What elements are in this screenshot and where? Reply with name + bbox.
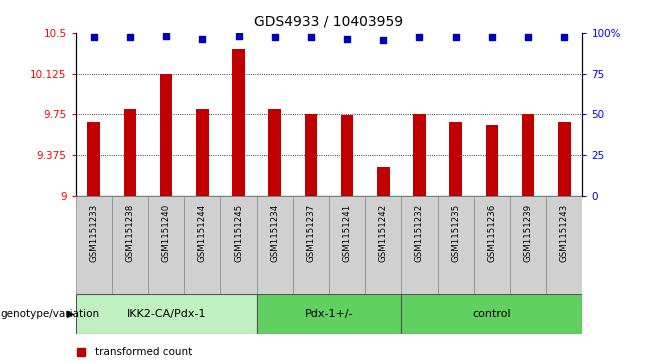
Bar — [257, 196, 293, 294]
Text: control: control — [472, 309, 511, 319]
Text: GSM1151234: GSM1151234 — [270, 204, 279, 262]
Point — [124, 34, 136, 40]
Bar — [148, 196, 184, 294]
Bar — [112, 196, 148, 294]
Text: GSM1151238: GSM1151238 — [126, 204, 134, 262]
Bar — [401, 196, 438, 294]
Bar — [305, 114, 317, 196]
Bar — [293, 196, 329, 294]
Bar — [220, 196, 257, 294]
Text: GSM1151237: GSM1151237 — [307, 204, 315, 262]
Text: GSM1151245: GSM1151245 — [234, 204, 243, 262]
Text: GSM1151236: GSM1151236 — [488, 204, 496, 262]
Point — [270, 34, 280, 40]
Point — [486, 34, 497, 40]
Point — [197, 36, 207, 42]
Text: GSM1151240: GSM1151240 — [162, 204, 170, 262]
Bar — [160, 73, 172, 196]
Point — [342, 36, 353, 42]
Point — [415, 34, 425, 40]
Bar — [124, 109, 136, 196]
Bar — [341, 115, 353, 196]
Bar — [329, 196, 365, 294]
Point — [233, 33, 243, 39]
Bar — [486, 125, 498, 196]
Text: GSM1151244: GSM1151244 — [198, 204, 207, 262]
Point — [559, 34, 570, 40]
Bar — [413, 114, 426, 196]
Text: GSM1151239: GSM1151239 — [524, 204, 532, 262]
Bar — [268, 109, 281, 196]
Text: genotype/variation: genotype/variation — [0, 309, 99, 319]
Point — [522, 34, 533, 40]
Bar — [257, 294, 401, 334]
Bar — [76, 294, 257, 334]
Bar — [522, 114, 534, 196]
Bar — [377, 167, 390, 196]
Bar — [88, 122, 100, 196]
Point — [378, 37, 388, 43]
Title: GDS4933 / 10403959: GDS4933 / 10403959 — [255, 15, 403, 29]
Text: GSM1151243: GSM1151243 — [560, 204, 569, 262]
Text: ▶: ▶ — [67, 309, 74, 319]
Text: GSM1151232: GSM1151232 — [415, 204, 424, 262]
Text: GSM1151233: GSM1151233 — [89, 204, 98, 262]
Point — [88, 34, 99, 40]
Bar — [449, 122, 462, 196]
Bar — [438, 196, 474, 294]
Point — [305, 34, 316, 40]
Text: GSM1151241: GSM1151241 — [343, 204, 351, 262]
Bar — [76, 196, 112, 294]
Bar — [365, 196, 401, 294]
Bar — [401, 294, 582, 334]
Bar — [474, 196, 510, 294]
Bar — [510, 196, 546, 294]
Text: GSM1151242: GSM1151242 — [379, 204, 388, 262]
Bar — [232, 49, 245, 196]
Text: Pdx-1+/-: Pdx-1+/- — [305, 309, 353, 319]
Text: transformed count: transformed count — [95, 347, 192, 357]
Bar — [184, 196, 220, 294]
Point — [161, 33, 171, 39]
Point — [450, 34, 461, 40]
Text: GSM1151235: GSM1151235 — [451, 204, 460, 262]
Text: IKK2-CA/Pdx-1: IKK2-CA/Pdx-1 — [126, 309, 206, 319]
Bar — [196, 109, 209, 196]
Bar — [546, 196, 582, 294]
Bar — [558, 122, 570, 196]
